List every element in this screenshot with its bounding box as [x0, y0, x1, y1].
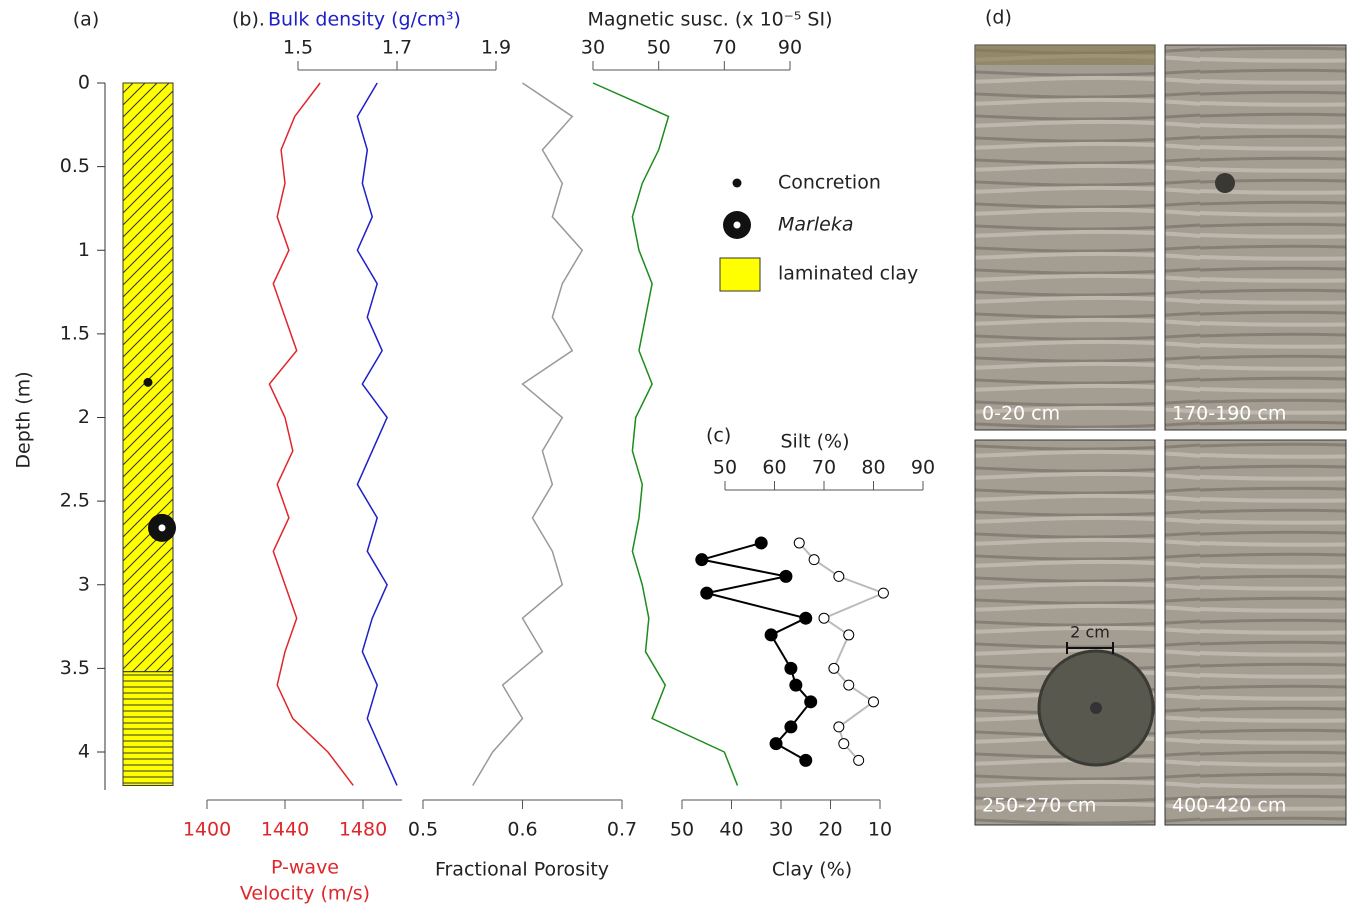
legend-label: Concretion: [778, 172, 881, 194]
x-tick-label: 10: [868, 819, 892, 841]
point: [868, 696, 879, 708]
x-tick-label: 80: [861, 457, 885, 479]
photo-shade: [975, 45, 1155, 65]
point: [853, 754, 865, 766]
point: [804, 695, 818, 709]
legend-label: Marleka: [778, 214, 853, 236]
point: [833, 721, 845, 733]
x-tick-label: 1.7: [382, 37, 412, 59]
y-tick-label: 2: [78, 406, 90, 428]
x-tick-label: 30: [769, 819, 793, 841]
point: [808, 554, 820, 566]
panel-label: (a): [73, 9, 99, 31]
log-line: [472, 82, 584, 786]
x-tick-label: 70: [712, 37, 736, 59]
marleka-marker: [723, 211, 751, 239]
point: [828, 662, 840, 674]
log-line: [592, 82, 739, 786]
point: [779, 569, 793, 583]
x-tick-label: 30: [581, 37, 605, 59]
point: [784, 720, 798, 734]
point: [833, 570, 845, 582]
photo-concretion: [1215, 173, 1235, 193]
legend-swatch: [719, 257, 761, 292]
scale-bar-label: 2 cm: [1070, 623, 1110, 642]
marleka-marker: [148, 513, 176, 542]
axis-title: Fractional Porosity: [435, 859, 609, 881]
x-tick-label: 1.5: [283, 37, 313, 59]
point: [799, 611, 813, 625]
point: [764, 628, 778, 642]
photo-label: 170-190 cm: [1172, 403, 1286, 425]
x-tick-label: 0.6: [507, 819, 537, 841]
point: [789, 678, 803, 692]
marleka-hole: [158, 524, 166, 532]
panel-label: (c): [706, 425, 731, 447]
photos: 2 cm 0-20 cm 170-190 cm 250-270 cm 400-4…: [974, 44, 1347, 826]
panel-label: (d): [985, 7, 1012, 29]
axis-title: Bulk density (g/cm³): [268, 9, 461, 31]
y-tick-label: 1.5: [60, 322, 90, 344]
x-tick-label: 1.9: [481, 37, 511, 59]
x-tick-label: 70: [812, 457, 836, 479]
photo-label: 0-20 cm: [982, 403, 1060, 425]
marleka-hole: [733, 221, 741, 229]
point: [784, 661, 798, 675]
axis-title: Velocity (m/s): [240, 883, 370, 905]
point: [838, 738, 850, 750]
x-tick-label: 1400: [183, 819, 231, 841]
point: [695, 553, 709, 567]
photo: [1164, 439, 1347, 826]
log-line: [356, 82, 398, 786]
x-tick-label: 1480: [339, 819, 387, 841]
axis-title: P-wave: [271, 857, 339, 879]
lithology-interval: [122, 82, 174, 673]
panel-label: (b).: [232, 9, 265, 31]
point: [769, 737, 783, 751]
y-tick-label: 0: [78, 72, 90, 94]
x-tick-label: 0.7: [607, 819, 637, 841]
y-tick-label: 3.5: [60, 657, 90, 679]
y-tick-label: 0.5: [60, 155, 90, 177]
axis-title: Magnetic susc. (x 10⁻⁵ SI): [587, 9, 832, 31]
scale-bar: [1066, 642, 1114, 654]
point: [799, 753, 813, 767]
photo-label: 250-270 cm: [982, 795, 1096, 817]
y-tick-label: 1: [78, 239, 90, 261]
x-tick-label: 40: [719, 819, 743, 841]
x-tick-label: 50: [647, 37, 671, 59]
photo: [974, 439, 1156, 826]
photo-label: 400-420 cm: [1172, 795, 1286, 817]
point: [877, 587, 889, 599]
point: [793, 537, 805, 549]
photo-marleka-center: [1090, 702, 1102, 714]
point: [754, 536, 768, 550]
x-tick-label: 90: [778, 37, 802, 59]
concretion-marker: [143, 377, 153, 387]
depth-axis-label: Depth (m): [13, 371, 35, 468]
photo: [1164, 44, 1347, 431]
x-tick-label: 20: [818, 819, 842, 841]
concretion-marker: [732, 178, 742, 188]
x-tick-label: 50: [713, 457, 737, 479]
x-tick-label: 90: [911, 457, 935, 479]
point: [700, 586, 714, 600]
x-tick-label: 50: [670, 819, 694, 841]
lithology-interval: [122, 671, 174, 786]
y-tick-label: 4: [78, 741, 90, 763]
point: [843, 679, 855, 691]
log-line: [268, 82, 354, 786]
x-tick-label: 0.5: [408, 819, 438, 841]
x-tick-label: 60: [762, 457, 786, 479]
point: [818, 612, 830, 624]
photo: [974, 44, 1156, 431]
y-tick-label: 2.5: [60, 490, 90, 512]
axis-title: Silt (%): [781, 431, 850, 453]
axis-title: Clay (%): [772, 859, 852, 881]
legend-label: laminated clay: [778, 263, 918, 285]
point: [843, 629, 855, 641]
y-tick-label: 3: [78, 573, 90, 595]
x-tick-label: 1440: [261, 819, 309, 841]
